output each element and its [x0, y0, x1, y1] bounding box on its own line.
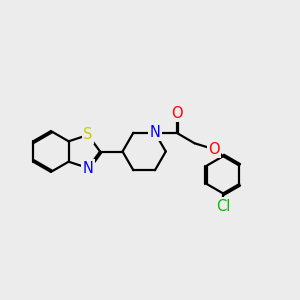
Text: N: N — [149, 125, 161, 140]
Text: O: O — [171, 106, 182, 121]
Text: N: N — [82, 160, 94, 175]
Text: O: O — [208, 142, 220, 157]
Text: S: S — [83, 128, 93, 142]
Text: Cl: Cl — [216, 199, 230, 214]
